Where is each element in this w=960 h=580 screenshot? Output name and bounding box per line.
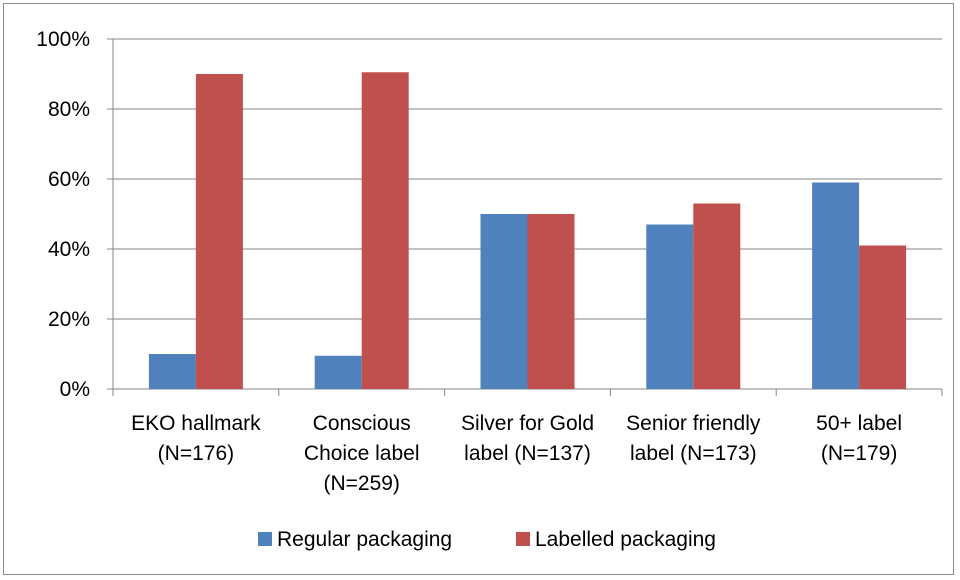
- y-tick-label: 20%: [48, 308, 90, 331]
- x-category-label-line: Choice label: [304, 442, 420, 465]
- y-tick-label: 80%: [48, 98, 90, 121]
- x-category-label-line: (N=259): [323, 472, 399, 495]
- x-category-label-line: label (N=173): [630, 442, 757, 465]
- chart-frame: [3, 3, 954, 575]
- x-category-label-line: (N=176): [158, 442, 234, 465]
- bar: [480, 214, 528, 389]
- x-category-label-line: 50+ label: [816, 412, 902, 435]
- x-category-label-line: Silver for Gold: [461, 412, 594, 435]
- x-category-label-line: EKO hallmark: [131, 412, 261, 435]
- y-tick-label: 100%: [36, 28, 90, 51]
- x-category-label-line: label (N=137): [464, 442, 591, 465]
- bar: [314, 355, 362, 389]
- x-category-label: Senior friendly label (N=173): [626, 412, 761, 465]
- x-category-label: 50+ label (N=179): [816, 412, 902, 465]
- legend-swatch: [258, 532, 272, 546]
- x-category-label-line: Senior friendly: [626, 412, 761, 435]
- bar: [812, 182, 860, 389]
- bar: [195, 74, 243, 389]
- bar: [693, 203, 741, 389]
- bar: [859, 245, 907, 389]
- x-category-label: EKO hallmark (N=176): [131, 412, 261, 465]
- bar: [646, 224, 694, 389]
- x-category-label: Conscious Choice label (N=259): [304, 412, 420, 495]
- y-tick-label: 60%: [48, 168, 90, 191]
- bar: [527, 214, 575, 389]
- bar: [148, 354, 196, 389]
- y-tick-label: 0%: [60, 378, 90, 401]
- x-category-label: Silver for Gold label (N=137): [461, 412, 594, 465]
- x-category-label-line: (N=179): [821, 442, 897, 465]
- x-category-label-line: Conscious: [313, 412, 411, 435]
- legend-label: Labelled packaging: [535, 528, 716, 551]
- bar: [361, 72, 409, 389]
- legend-label: Regular packaging: [277, 528, 452, 551]
- legend-swatch: [516, 532, 530, 546]
- y-tick-label: 40%: [48, 238, 90, 261]
